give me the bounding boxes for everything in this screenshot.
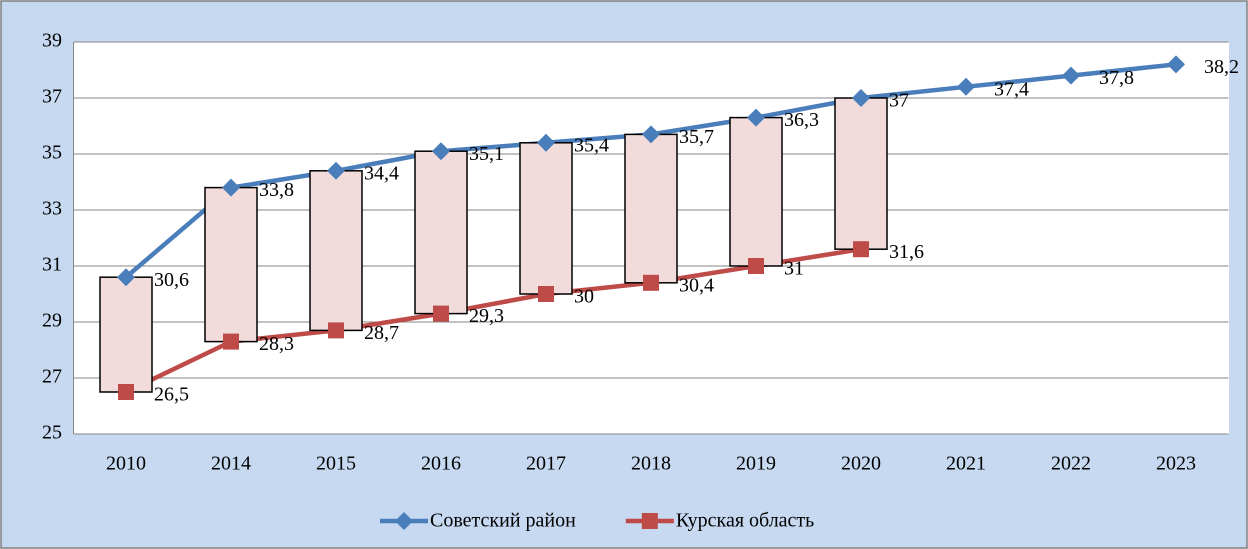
x-tick-label: 2010 [106,453,146,475]
data-label: 31,6 [889,241,924,263]
data-label: 37,8 [1099,67,1134,89]
legend-marker [395,512,413,530]
data-label: 26,5 [154,384,189,406]
data-label: 35,7 [679,126,714,148]
data-point [327,161,345,180]
x-tick-label: 2023 [1156,453,1196,475]
data-label: 28,7 [364,322,399,344]
data-point [223,333,239,350]
data-label: 35,4 [574,134,609,156]
y-tick-label: 31 [42,254,62,276]
data-label: 29,3 [469,305,504,327]
data-point [328,322,344,339]
data-point [748,258,764,274]
data-label: 30,4 [679,274,714,296]
data-point [117,268,135,287]
data-point [537,133,555,152]
data-label: 37,4 [994,78,1029,100]
data-point [1167,55,1185,74]
data-label: 30 [574,286,594,308]
data-label: 36,3 [784,109,819,131]
data-label: 34,4 [364,162,399,184]
up-down-bar [99,276,153,393]
data-label: 35,1 [469,143,504,165]
legend-label: Советский район [430,510,576,532]
up-down-bar [309,170,363,332]
x-tick-label: 2017 [526,453,566,475]
data-point [957,77,975,96]
data-point [853,241,869,258]
up-down-bar [624,133,678,284]
x-tick-label: 2015 [316,453,356,475]
data-point [747,108,765,127]
y-tick-label: 25 [42,422,62,444]
up-down-bar [414,150,468,315]
data-point [222,178,240,197]
data-label: 33,8 [259,179,294,201]
legend-label: Курская область [676,510,814,532]
up-down-bar [729,116,783,267]
y-tick-label: 39 [42,30,62,52]
y-tick-label: 27 [42,366,62,388]
y-tick-label: 33 [42,198,62,220]
data-point [643,274,659,291]
data-label: 38,2 [1204,56,1239,78]
x-tick-label: 2021 [946,453,986,475]
data-point [433,305,449,322]
data-label: 37 [889,90,909,112]
y-tick-label: 35 [42,142,62,164]
data-label: 28,3 [259,333,294,355]
data-point [1062,66,1080,85]
x-tick-label: 2014 [211,453,251,475]
data-label: 31 [784,258,804,280]
data-point [118,384,134,400]
data-point [432,142,450,161]
up-down-bar [204,186,258,343]
x-tick-label: 2022 [1051,453,1091,475]
legend-marker [641,513,658,529]
x-tick-label: 2016 [421,453,461,475]
x-tick-label: 2018 [631,453,671,475]
data-point [642,125,660,144]
x-tick-label: 2019 [736,453,776,475]
data-point [538,286,554,302]
x-tick-label: 2020 [841,453,881,475]
y-tick-label: 29 [42,310,62,332]
data-label: 30,6 [154,269,189,291]
up-down-bar [834,97,888,250]
up-down-bar [519,142,573,295]
data-point [852,89,870,107]
y-tick-label: 37 [42,86,62,108]
